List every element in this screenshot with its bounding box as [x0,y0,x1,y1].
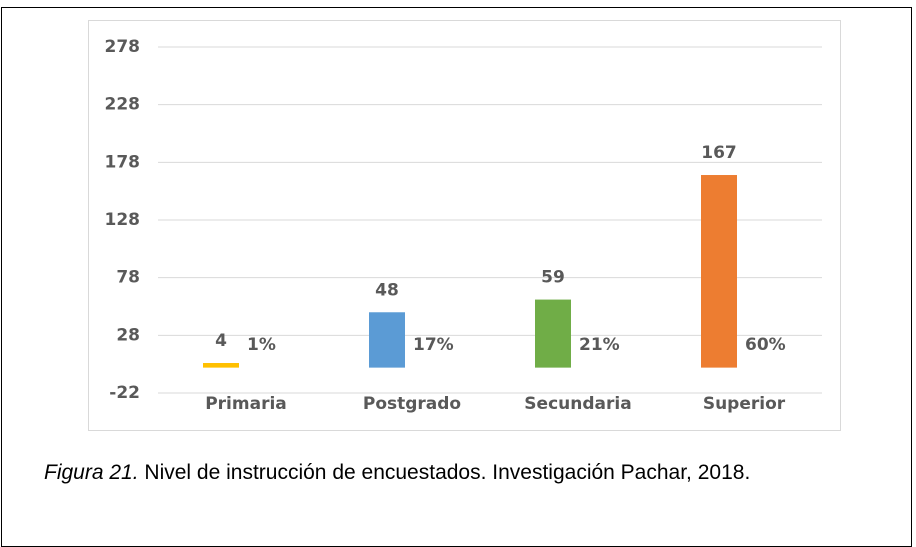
bar [203,363,239,368]
caption-label: Figura 21. [44,461,139,484]
y-tick-label: 278 [105,37,141,57]
x-tick-label: Secundaria [524,394,631,414]
caption: Figura 21. Nivel de instrucción de encue… [18,458,898,488]
bar [369,312,405,368]
y-tick-label: 228 [105,95,141,115]
percentage-label: 21% [579,335,620,355]
bar [701,175,737,368]
bar [535,299,571,368]
y-tick-label: 28 [116,325,140,345]
x-tick-label: Primaria [205,394,287,414]
x-tick-label: Postgrado [363,394,461,414]
y-tick-label: -22 [109,383,140,403]
percentage-label: 1% [247,335,276,355]
page: {"chart_data": {"type": "bar", "categori… [1,7,912,547]
value-label: 48 [375,280,399,300]
value-label: 167 [701,143,737,163]
caption-text: Nivel de instrucción de encuestados. Inv… [144,461,751,484]
percentage-label: 17% [413,335,454,355]
x-tick-label: Superior [703,394,786,414]
percentage-label: 60% [745,335,786,355]
value-label: 4 [215,331,227,351]
y-tick-label: 128 [105,210,141,230]
value-label: 59 [541,268,565,288]
y-tick-label: 78 [116,268,140,288]
chart: -22 28 78 128 178 228 278 Primaria 4 1% Postgrado 4… [88,20,841,431]
y-tick-label: 178 [105,152,141,172]
